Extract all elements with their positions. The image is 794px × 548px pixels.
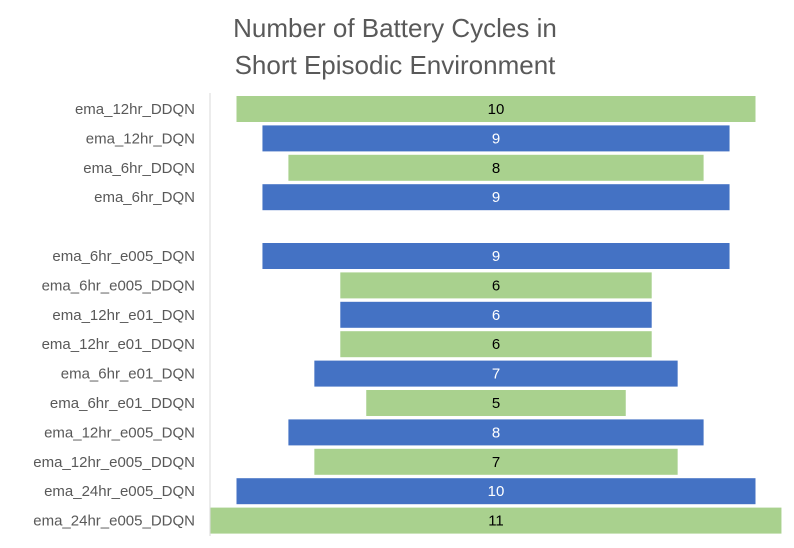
category-label: ema_6hr_e01_DDQN [50, 395, 195, 412]
category-label: ema_6hr_DDQN [83, 160, 195, 177]
data-label: 9 [492, 130, 500, 147]
data-label: 6 [492, 336, 500, 353]
data-label: 6 [492, 277, 500, 294]
data-label: 10 [488, 483, 505, 500]
bar [340, 272, 652, 299]
category-label: ema_6hr_DQN [94, 189, 195, 206]
category-label: ema_12hr_e01_DDQN [42, 336, 195, 353]
data-label: 8 [492, 424, 500, 441]
data-label: 9 [492, 189, 500, 206]
bar [314, 448, 678, 475]
bar [314, 360, 678, 387]
category-label: ema_6hr_e01_DQN [61, 366, 195, 383]
category-label: ema_12hr_e01_DQN [52, 307, 195, 324]
category-label: ema_12hr_DDQN [75, 101, 195, 118]
data-label: 7 [492, 454, 500, 471]
category-label: ema_24hr_e005_DQN [44, 483, 195, 500]
category-label: ema_12hr_e005_DDQN [33, 454, 195, 471]
data-label: 7 [492, 366, 500, 383]
data-label: 10 [488, 101, 505, 118]
bar [262, 125, 730, 152]
bar [366, 390, 626, 416]
bar [288, 154, 704, 181]
category-label: ema_12hr_DQN [86, 130, 195, 147]
bar [340, 331, 652, 358]
data-label: 8 [492, 160, 500, 177]
category-label: ema_6hr_e005_DQN [52, 248, 195, 265]
bar [340, 301, 652, 328]
bar [236, 478, 756, 505]
data-label: 6 [492, 307, 500, 324]
data-label: 11 [488, 513, 504, 530]
bar [288, 419, 704, 446]
chart-title-line-1: Number of Battery Cycles in [233, 13, 557, 43]
data-label: 9 [492, 248, 500, 265]
category-label: ema_12hr_e005_DQN [44, 424, 195, 441]
bar [236, 96, 756, 122]
chart-title: Number of Battery Cycles in Short Episod… [197, 10, 593, 84]
bar [262, 184, 730, 211]
bar [262, 243, 730, 269]
category-label: ema_6hr_e005_DDQN [42, 277, 195, 294]
chart-title-line-2: Short Episodic Environment [234, 50, 556, 80]
category-label: ema_24hr_e005_DDQN [33, 513, 195, 530]
data-label: 5 [492, 395, 500, 412]
bar [210, 507, 782, 534]
